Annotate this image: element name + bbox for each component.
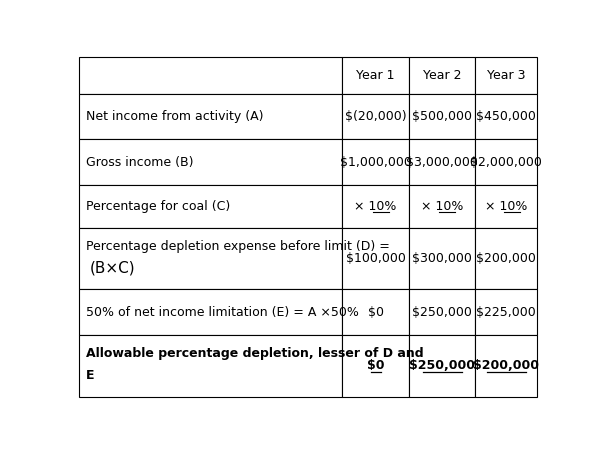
Text: $0: $0 xyxy=(368,306,383,319)
Text: × 10%: × 10% xyxy=(355,200,397,213)
Bar xyxy=(409,140,475,185)
Text: $200,000: $200,000 xyxy=(473,360,539,373)
Bar xyxy=(409,335,475,397)
Text: Net income from activity (A): Net income from activity (A) xyxy=(86,110,263,123)
Bar xyxy=(343,57,409,94)
Text: $200,000: $200,000 xyxy=(477,252,536,265)
Bar xyxy=(475,185,537,228)
Bar xyxy=(343,140,409,185)
Text: × 10%: × 10% xyxy=(485,200,528,213)
Text: $300,000: $300,000 xyxy=(412,252,472,265)
Bar xyxy=(475,289,537,335)
Text: 50% of net income limitation (E) = A ×50%: 50% of net income limitation (E) = A ×50… xyxy=(86,306,359,319)
Text: $100,000: $100,000 xyxy=(346,252,406,265)
Bar xyxy=(409,289,475,335)
Text: $(20,000): $(20,000) xyxy=(345,110,406,123)
Text: $450,000: $450,000 xyxy=(477,110,536,123)
Text: $225,000: $225,000 xyxy=(477,306,536,319)
Bar xyxy=(475,140,537,185)
Bar xyxy=(343,335,409,397)
Bar xyxy=(79,185,343,228)
Bar xyxy=(343,185,409,228)
Bar xyxy=(343,228,409,289)
Text: E: E xyxy=(86,369,94,382)
Text: Year 2: Year 2 xyxy=(423,69,462,82)
Text: Year 3: Year 3 xyxy=(487,69,525,82)
Bar xyxy=(79,289,343,335)
Bar xyxy=(79,228,343,289)
Bar xyxy=(475,228,537,289)
Bar xyxy=(409,57,475,94)
Text: (B×C): (B×C) xyxy=(90,260,135,275)
Bar xyxy=(475,94,537,140)
Text: $3,000,000: $3,000,000 xyxy=(406,156,478,169)
Bar xyxy=(79,335,343,397)
Bar xyxy=(79,94,343,140)
Text: × 10%: × 10% xyxy=(421,200,463,213)
Text: Allowable percentage depletion, lesser of D and: Allowable percentage depletion, lesser o… xyxy=(86,347,424,360)
Bar xyxy=(475,335,537,397)
Text: $2,000,000: $2,000,000 xyxy=(471,156,542,169)
Text: $0: $0 xyxy=(367,360,385,373)
Text: $250,000: $250,000 xyxy=(412,306,472,319)
Bar xyxy=(343,94,409,140)
Text: Gross income (B): Gross income (B) xyxy=(86,156,194,169)
Bar xyxy=(79,57,343,94)
Text: Year 1: Year 1 xyxy=(356,69,395,82)
Bar xyxy=(409,185,475,228)
Bar xyxy=(409,94,475,140)
Text: Percentage for coal (C): Percentage for coal (C) xyxy=(86,200,230,213)
Bar xyxy=(79,140,343,185)
Bar xyxy=(343,289,409,335)
Text: $250,000: $250,000 xyxy=(409,360,475,373)
Text: $1,000,000: $1,000,000 xyxy=(340,156,412,169)
Bar xyxy=(409,228,475,289)
Bar xyxy=(475,57,537,94)
Text: $500,000: $500,000 xyxy=(412,110,472,123)
Text: Percentage depletion expense before limit (D) =: Percentage depletion expense before limi… xyxy=(86,240,389,253)
